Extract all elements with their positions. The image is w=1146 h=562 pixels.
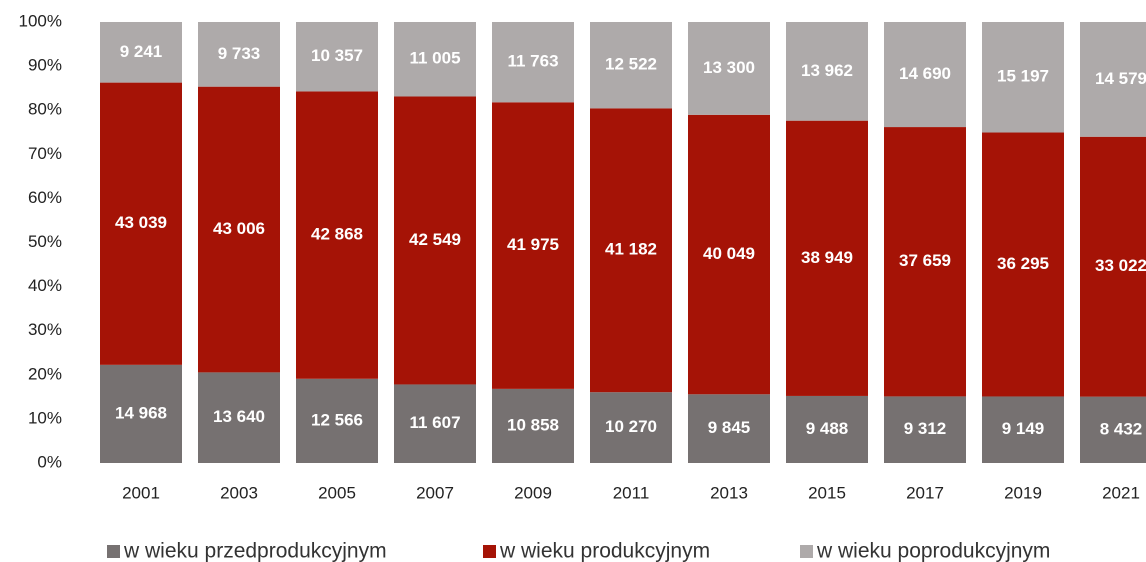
bar-segment: [786, 120, 868, 396]
bar-segment: [394, 96, 476, 385]
bar-segment: [688, 394, 770, 463]
y-tick-label: 10%: [28, 408, 62, 427]
y-tick-label: 20%: [28, 364, 62, 383]
value-label: 14 690: [899, 64, 951, 83]
value-label: 36 295: [997, 254, 1049, 273]
bar-segment: [100, 364, 182, 463]
y-tick-label: 100%: [19, 11, 62, 30]
bar-segment: [688, 22, 770, 115]
bar-segment: [786, 22, 868, 121]
value-label: 9 241: [120, 42, 163, 61]
x-tick-label: 2019: [1004, 483, 1042, 502]
legend-label: w wieku poprodukcyjnym: [816, 540, 1050, 562]
bar-segment: [1080, 136, 1146, 397]
value-label: 8 432: [1100, 419, 1143, 438]
bar-segment: [590, 108, 672, 393]
legend-label: w wieku przedprodukcyjnym: [123, 540, 387, 562]
value-label: 13 962: [801, 61, 853, 80]
bar-segment: [394, 22, 476, 97]
x-tick-label: 2021: [1102, 483, 1140, 502]
bar-segment: [198, 86, 280, 373]
bar-segment: [492, 102, 574, 389]
bar-segment: [884, 396, 966, 463]
value-label: 10 270: [605, 417, 657, 436]
x-tick-label: 2015: [808, 483, 846, 502]
value-label: 37 659: [899, 251, 951, 270]
legend-label: w wieku produkcyjnym: [499, 540, 710, 562]
x-tick-label: 2007: [416, 483, 454, 502]
value-label: 11 607: [409, 413, 460, 432]
bar-segment: [590, 22, 672, 109]
legend-swatch: [483, 545, 496, 558]
value-label: 9 149: [1002, 419, 1045, 438]
value-label: 13 300: [703, 58, 755, 77]
bar-segment: [1080, 22, 1146, 137]
bar-segment: [982, 132, 1064, 397]
bar-segment: [982, 22, 1064, 133]
value-label: 42 549: [409, 230, 461, 249]
bar-segment: [492, 22, 574, 103]
y-tick-label: 30%: [28, 320, 62, 339]
value-label: 12 566: [311, 410, 363, 429]
x-tick-label: 2013: [710, 483, 748, 502]
y-tick-label: 80%: [28, 100, 62, 119]
x-tick-label: 2011: [613, 483, 650, 502]
bar-segment: [394, 384, 476, 463]
bar-segment: [590, 392, 672, 463]
value-label: 33 022: [1095, 256, 1146, 275]
legend-swatch: [800, 545, 813, 558]
x-tick-label: 2003: [220, 483, 258, 502]
value-label: 43 006: [213, 219, 265, 238]
legend-swatch: [107, 545, 120, 558]
y-tick-label: 60%: [28, 188, 62, 207]
bar-segment: [492, 388, 574, 463]
value-label: 40 049: [703, 244, 755, 263]
value-label: 41 182: [605, 240, 657, 259]
bar-segment: [884, 127, 966, 397]
y-tick-label: 50%: [28, 232, 62, 251]
value-label: 42 868: [311, 225, 363, 244]
x-tick-label: 2017: [906, 483, 944, 502]
value-label: 9 488: [806, 419, 849, 438]
bar-segment: [884, 22, 966, 128]
value-label: 43 039: [115, 213, 167, 232]
bar-segment: [296, 378, 378, 463]
x-tick-label: 2001: [122, 483, 160, 502]
bar-segment: [198, 372, 280, 463]
value-label: 41 975: [507, 235, 559, 254]
y-tick-label: 40%: [28, 276, 62, 295]
bar-segment: [100, 82, 182, 365]
bar-segment: [1080, 396, 1146, 463]
bar-segment: [100, 22, 182, 83]
bar-segment: [688, 114, 770, 395]
value-label: 14 579: [1095, 69, 1146, 88]
value-label: 38 949: [801, 248, 853, 267]
value-label: 11 763: [507, 52, 558, 71]
x-tick-label: 2005: [318, 483, 356, 502]
x-tick-label: 2009: [514, 483, 552, 502]
value-label: 11 005: [409, 49, 460, 68]
value-label: 13 640: [213, 407, 265, 426]
value-label: 12 522: [605, 55, 657, 74]
y-tick-label: 0%: [37, 452, 62, 471]
value-label: 9 312: [904, 419, 947, 438]
bar-segment: [198, 22, 280, 87]
value-label: 15 197: [997, 67, 1049, 86]
bar-segment: [296, 22, 378, 92]
value-label: 10 357: [311, 46, 363, 65]
bar-segment: [982, 396, 1064, 463]
value-label: 9 733: [218, 44, 261, 63]
bar-segment: [786, 395, 868, 463]
bar-segment: [296, 91, 378, 379]
y-tick-label: 70%: [28, 144, 62, 163]
value-label: 9 845: [708, 418, 751, 437]
y-tick-label: 90%: [28, 56, 62, 75]
value-label: 10 858: [507, 415, 559, 434]
value-label: 14 968: [115, 403, 167, 422]
